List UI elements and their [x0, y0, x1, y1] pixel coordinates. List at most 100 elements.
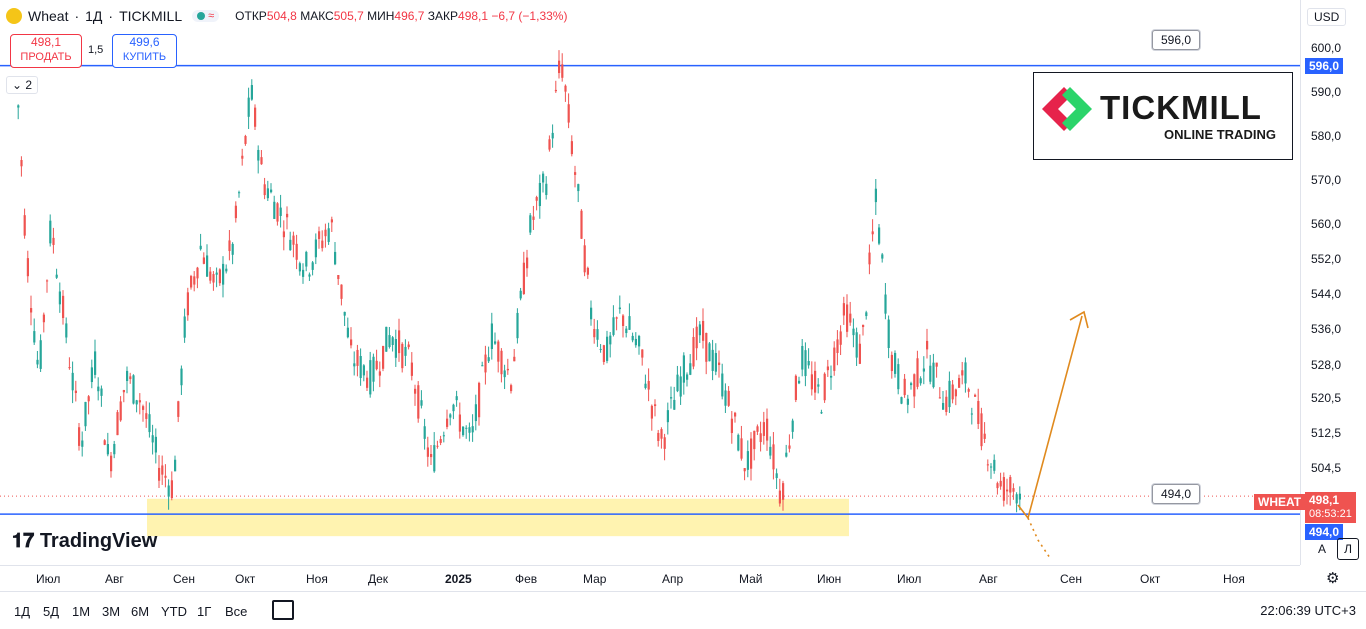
timeframe-button[interactable]: 1Г	[197, 604, 212, 619]
support-badge: 494,0	[1305, 524, 1344, 540]
price-tick: 512,5	[1311, 425, 1342, 440]
candle-body	[769, 446, 772, 456]
candle-body	[810, 374, 813, 390]
indicators-toggle[interactable]: ⌄ 2	[6, 76, 39, 94]
candle-body	[986, 464, 989, 466]
candle-body	[414, 388, 417, 394]
candle-body	[161, 465, 164, 475]
clock[interactable]: 22:06:39 UTC+3	[1260, 603, 1356, 618]
candle-body	[404, 346, 407, 356]
timeframe-button[interactable]: 6М	[131, 604, 150, 619]
logo-brand: TICKMILL	[1100, 89, 1262, 126]
candle-body	[548, 139, 551, 150]
support-callout: 494,0	[1152, 484, 1201, 504]
currency-selector[interactable]: USD	[1307, 8, 1347, 26]
candle-body	[519, 290, 522, 299]
candle-body	[116, 412, 119, 436]
timeframe-button[interactable]: YTD	[161, 604, 187, 619]
candle-body	[225, 268, 228, 272]
candle-body	[865, 312, 868, 317]
candle-body	[199, 245, 202, 250]
candle-body	[782, 483, 785, 500]
candle-body	[798, 380, 801, 384]
candle-body	[577, 184, 580, 192]
candle-body	[778, 490, 781, 504]
candle-body	[398, 330, 401, 354]
sell-button[interactable]: 498,1 ПРОДАТЬ	[10, 34, 82, 68]
candle-body	[375, 360, 378, 370]
candle-body	[545, 183, 548, 196]
candle-body	[410, 362, 413, 376]
candle-body	[724, 390, 727, 406]
candle-body	[154, 436, 157, 453]
candle-body	[356, 349, 359, 366]
chart-area[interactable]: Wheat · 1Д · TICKMILL ≈ ОТКР504,8 МАКС50…	[0, 0, 1300, 565]
candle-body	[996, 483, 999, 489]
candle-body	[366, 377, 369, 388]
settings-icon[interactable]: ⚙	[1326, 570, 1340, 587]
candle-body	[62, 295, 65, 319]
candle-body	[666, 410, 669, 423]
forecast-dotted-path	[1027, 517, 1051, 559]
candle-body	[698, 324, 701, 336]
buy-button[interactable]: 499,6 КУПИТЬ	[112, 34, 177, 68]
candle-body	[346, 327, 349, 338]
candle-body	[263, 184, 266, 196]
time-tick: Июл	[36, 572, 61, 586]
candle-body	[311, 262, 314, 270]
logo-tagline: ONLINE TRADING	[1164, 127, 1276, 142]
candle-body	[442, 435, 445, 437]
candle-body	[958, 378, 961, 388]
candle-body	[846, 304, 849, 332]
timeframe-button[interactable]: 3М	[102, 604, 121, 619]
timeframe[interactable]: 1Д	[85, 8, 103, 24]
candle-body	[167, 485, 170, 497]
candle-body	[855, 332, 858, 358]
candle-body	[673, 399, 676, 410]
support-zone	[147, 498, 849, 537]
candle-body	[1002, 477, 1005, 501]
candle-body	[942, 402, 945, 410]
buy-label: КУПИТЬ	[122, 51, 167, 63]
candle-body	[369, 360, 372, 395]
candle-body	[868, 252, 871, 265]
candle-body	[52, 237, 55, 245]
candle-body	[580, 210, 583, 239]
candle-body	[289, 239, 292, 251]
resistance-badge: 596,0	[1305, 58, 1344, 74]
candle-body	[362, 365, 365, 376]
candle-body	[852, 328, 855, 336]
time-axis[interactable]: Июл Авг Сен Окт Ноя Дек 2025 Фев Мар Апр Май Июн Июл…	[0, 565, 1339, 592]
log-scale-button[interactable]: Л	[1337, 538, 1359, 560]
timeframe-button[interactable]: 1Д	[14, 604, 31, 619]
price-tick: 520,5	[1311, 390, 1342, 405]
candle-body	[474, 404, 477, 422]
candle-body	[81, 440, 84, 447]
candle-body	[135, 400, 138, 405]
candle-body	[452, 404, 455, 412]
candle-body	[129, 376, 132, 380]
candle-body	[564, 85, 567, 92]
timeframe-button[interactable]: Все	[225, 604, 248, 619]
candle-body	[58, 291, 61, 305]
candle-body	[906, 398, 909, 405]
timeframe-button[interactable]: 5Д	[43, 604, 60, 619]
candle-body	[212, 274, 215, 283]
price-tick: 544,0	[1311, 287, 1342, 302]
candle-body	[458, 414, 461, 432]
candlestick-chart[interactable]	[0, 0, 1300, 565]
candle-body	[721, 373, 724, 397]
candle-body	[132, 375, 135, 404]
buy-price: 499,6	[129, 35, 160, 49]
auto-scale-button[interactable]: A	[1317, 542, 1326, 556]
date-range-icon[interactable]	[272, 600, 294, 620]
symbol-name[interactable]: Wheat	[28, 8, 69, 24]
candle-body	[961, 370, 964, 376]
timeframe-button[interactable]: 1М	[72, 604, 91, 619]
price-axis[interactable]: USD 600,0 590,0 580,0 570,0 560,0 552,0 544,0 5…	[1300, 0, 1366, 565]
candle-body	[247, 97, 250, 117]
market-status-icon[interactable]: ≈	[192, 10, 220, 22]
candle-body	[602, 345, 605, 362]
tradingview-watermark: 𝟏𝟕 TradingView	[12, 530, 158, 552]
candle-body	[561, 64, 564, 78]
